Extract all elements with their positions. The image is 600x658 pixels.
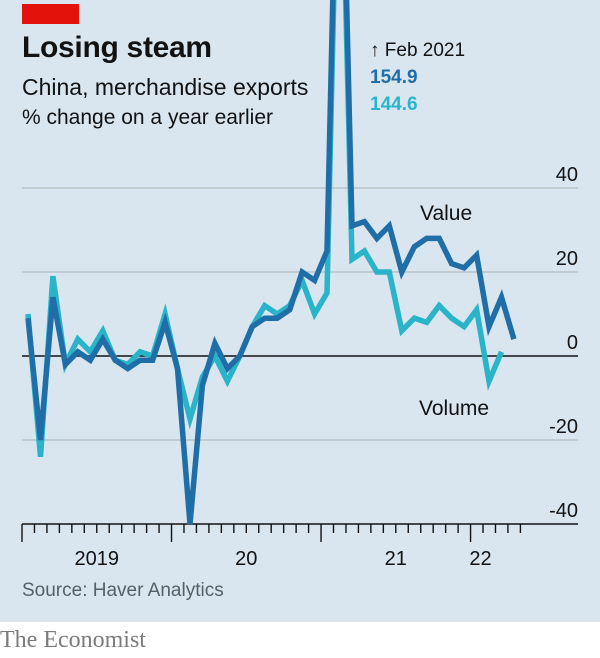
chart-title: Losing steam (22, 31, 212, 64)
x-tick-label: 20 (235, 548, 257, 570)
annotation-value-peak: 154.9 (370, 67, 418, 88)
chart-panel (0, 0, 600, 622)
y-tick-label: -40 (549, 500, 578, 522)
series-line-volume (25, 0, 505, 458)
brand-logo: The Economist (0, 627, 146, 653)
series-lines (25, 0, 517, 525)
brand-red-bar (22, 4, 79, 24)
y-tick-label: 40 (556, 164, 578, 186)
chart-svg: 40 20 0 -20 -40 2019 20 21 22 Value Volume (21, 0, 578, 570)
x-axis: 2019 20 21 22 (21, 523, 578, 570)
y-axis-ticks: 40 20 0 -20 -40 (549, 164, 578, 522)
annotation-date: ↑ Feb 2021 (370, 40, 466, 61)
series-label-value: Value (420, 202, 472, 225)
annotation-volume-peak: 144.6 (370, 94, 418, 115)
chart-subtitle: China, merchandise exports (22, 74, 309, 100)
series-label-volume: Volume (419, 397, 489, 420)
chart-unit: % change on a year earlier (22, 106, 273, 129)
series-line-value (25, 0, 517, 525)
source-note: Source: Haver Analytics (22, 580, 224, 601)
y-tick-label: 0 (567, 332, 578, 354)
y-tick-label: 20 (556, 248, 578, 270)
y-tick-label: -20 (549, 416, 578, 438)
x-tick-label: 21 (385, 548, 407, 570)
x-tick-label: 2019 (75, 548, 120, 570)
x-tick-label: 22 (469, 548, 491, 570)
